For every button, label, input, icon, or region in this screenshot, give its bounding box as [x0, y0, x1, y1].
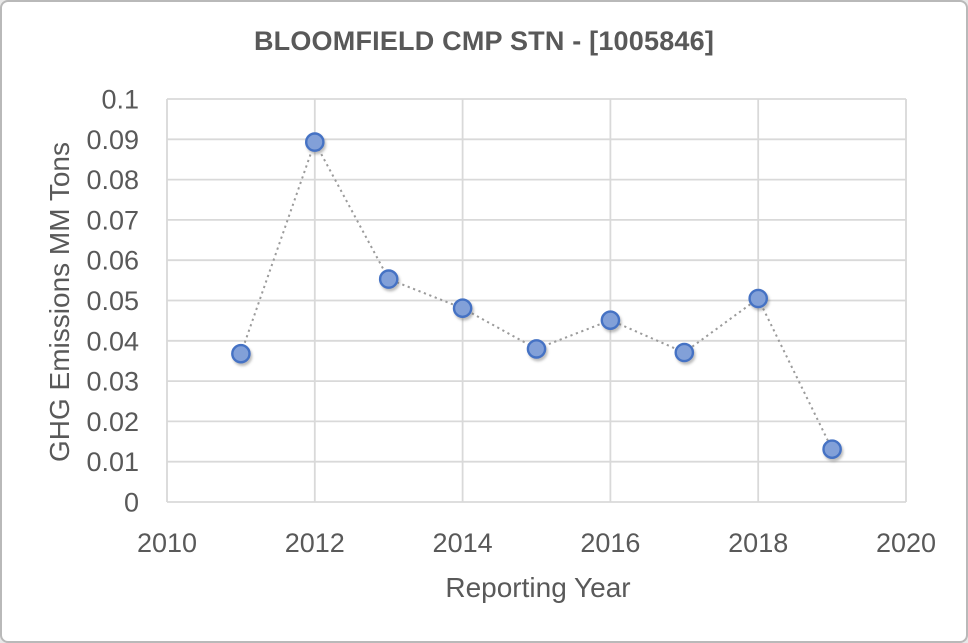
data-point-marker: [231, 343, 251, 364]
data-point-marker: [304, 132, 325, 152]
x-tick-label: 2020: [876, 528, 936, 558]
data-point-marker: [674, 342, 695, 363]
y-tick-label: 0.03: [86, 367, 139, 397]
x-tick-label: 2016: [580, 528, 640, 558]
data-point-marker: [748, 288, 769, 309]
data-point-marker: [600, 310, 621, 331]
y-tick-label: 0.05: [86, 286, 139, 316]
y-tick-label: 0.02: [86, 407, 139, 437]
y-tick-label: 0.08: [86, 165, 139, 195]
x-axis-title: Reporting Year: [445, 572, 631, 603]
chart-title: BLOOMFIELD CMP STN - [1005846]: [253, 26, 715, 56]
data-point-marker: [526, 339, 547, 359]
x-tick-label: 2014: [433, 528, 493, 558]
y-tick-label: 0.06: [86, 246, 139, 276]
x-tick-label: 2010: [137, 528, 197, 558]
y-tick-label: 0.01: [86, 447, 139, 477]
x-tick-label: 2012: [285, 528, 345, 558]
y-tick-label: 0.09: [86, 125, 139, 155]
y-tick-label: 0: [124, 488, 139, 518]
data-point-marker: [452, 298, 473, 319]
data-point-marker: [378, 269, 399, 289]
y-tick-label: 0.1: [101, 85, 139, 115]
data-series-line: [239, 139, 833, 450]
data-point-marker: [822, 439, 842, 460]
y-tick-label: 0.07: [86, 205, 139, 235]
y-tick-label: 0.04: [86, 326, 139, 356]
x-tick-label: 2018: [728, 528, 788, 558]
